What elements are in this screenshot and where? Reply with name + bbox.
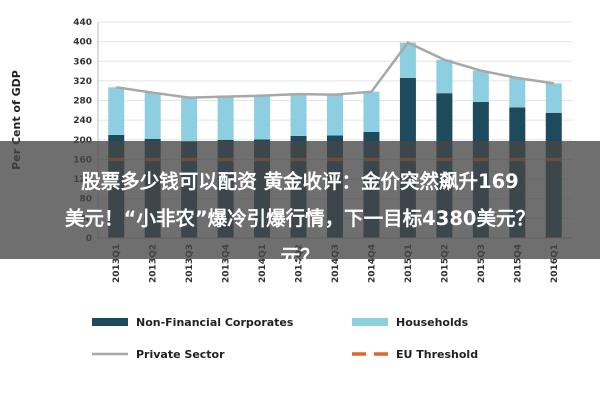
y-tick-label: 240 [73, 116, 92, 126]
x-tick-label: 2014Q3 [331, 244, 341, 283]
overlay-line-2: 美元！“小非农”爆冷引爆行情，下一目标4380美元？ [65, 207, 535, 230]
bar-households [108, 87, 125, 135]
x-tick-label: 2015Q1 [404, 244, 414, 283]
bar-households [363, 91, 380, 132]
legend-swatch [92, 318, 128, 326]
x-tick-label: 2013Q4 [222, 244, 232, 283]
bar-households [217, 96, 234, 140]
bar-households [327, 94, 343, 136]
overlay-line-1: 股票多少钱可以配资 黄金收评：金价突然飙升169 [81, 170, 519, 193]
x-tick-label: 2013Q1 [112, 244, 122, 283]
bar-households [436, 59, 453, 94]
bar-households [509, 77, 526, 108]
bar-households [181, 97, 198, 142]
x-tick-label: 2015Q3 [477, 244, 487, 283]
y-tick-label: 320 [73, 77, 92, 87]
bar-households [144, 92, 161, 139]
x-tick-label: 2015Q4 [513, 244, 523, 283]
legend-label: Households [396, 316, 469, 329]
legend-swatch [352, 318, 388, 326]
y-tick-label: 200 [73, 136, 92, 146]
bar-households [290, 94, 307, 136]
x-tick-label: 2014Q1 [258, 244, 268, 283]
x-tick-label: 2013Q2 [149, 244, 159, 283]
legend-label: Non-Financial Corporates [136, 316, 294, 329]
y-tick-label: 280 [73, 97, 92, 107]
overlay-line-3: 元？ [280, 245, 320, 268]
overlay-banner: 股票多少钱可以配资 黄金收评：金价突然飙升169 美元！“小非农”爆冷引爆行情，… [0, 141, 600, 268]
bar-households [545, 83, 562, 113]
x-tick-label: 2014Q2 [295, 244, 305, 283]
y-tick-label: 440 [73, 18, 92, 28]
y-tick-label: 400 [73, 38, 92, 48]
x-tick-label: 2013Q3 [185, 244, 195, 283]
legend: Non-Financial Corporates Households Privat… [92, 316, 478, 361]
x-tick-label: 2014Q4 [367, 244, 377, 283]
legend-label: Private Sector [136, 348, 225, 361]
bar-households [472, 70, 489, 103]
x-tick-label: 2015Q2 [440, 244, 450, 283]
legend-label: EU Threshold [396, 348, 478, 361]
bar-households [399, 42, 416, 78]
line-private-sector [116, 41, 554, 99]
x-tick-label: 2016Q1 [550, 244, 560, 283]
y-tick-label: 360 [73, 57, 92, 67]
bar-households [254, 95, 271, 140]
